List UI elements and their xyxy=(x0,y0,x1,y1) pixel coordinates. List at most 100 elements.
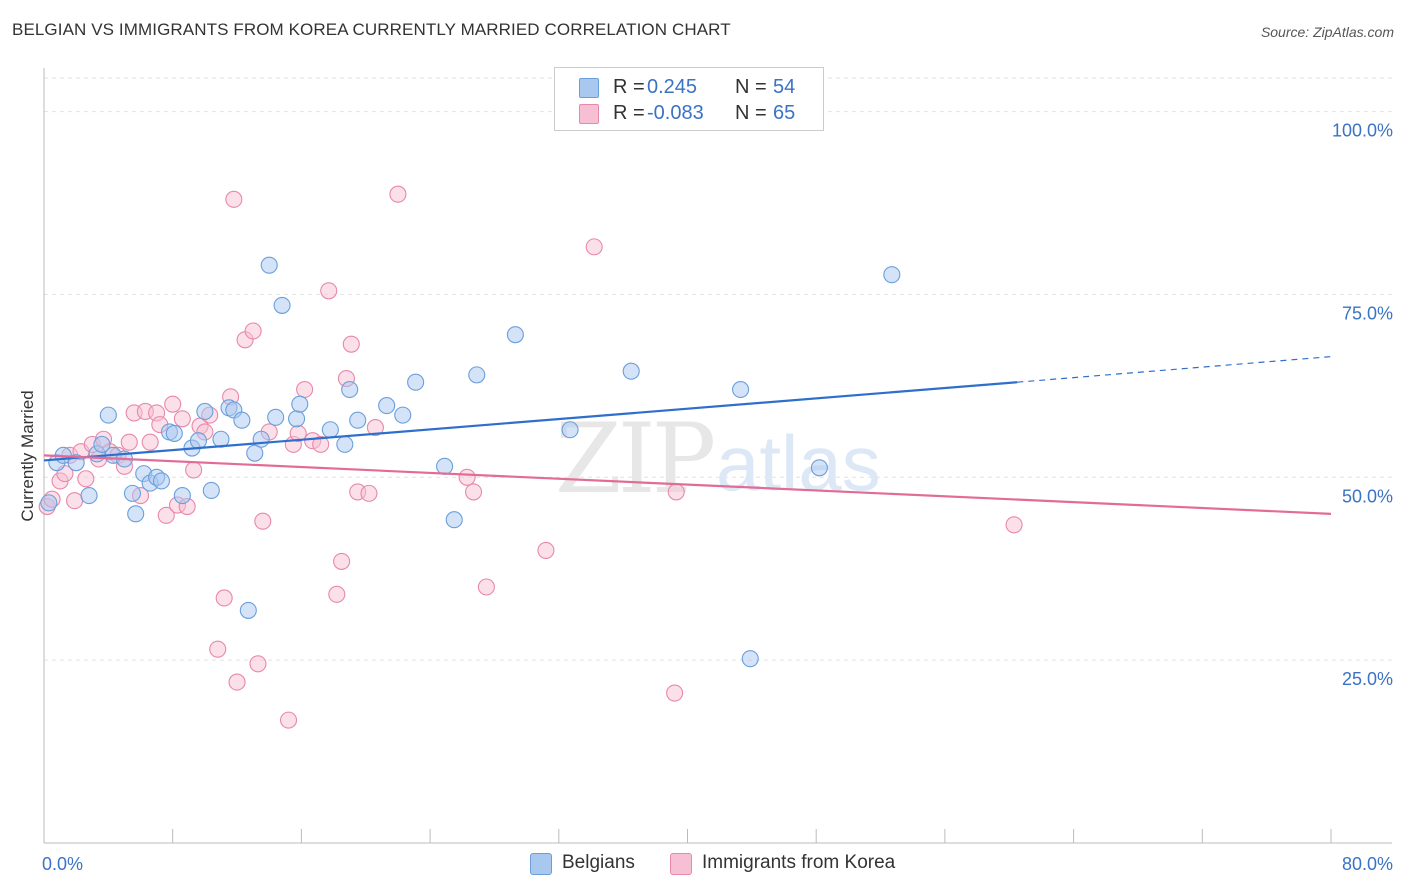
korea-point xyxy=(215,589,233,607)
trend-lines xyxy=(43,356,1332,515)
tick-labels: 25.0% 50.0% 75.0% 100.0% 0.0% 80.0% xyxy=(42,121,1393,874)
korea-point xyxy=(120,433,138,451)
korea-point xyxy=(477,578,495,596)
korea-point xyxy=(1005,516,1023,534)
korea-point xyxy=(185,461,203,479)
belgians-point xyxy=(341,380,359,399)
belgians-point xyxy=(80,487,98,505)
korea-point xyxy=(585,238,603,256)
belgians-point xyxy=(288,410,306,428)
belgians-point xyxy=(196,402,214,421)
korea-point xyxy=(312,435,330,453)
belgians-point xyxy=(273,296,291,314)
korea-point xyxy=(537,541,555,559)
r-value: 0.245 xyxy=(647,76,698,98)
belgians-point xyxy=(810,459,828,477)
korea-point xyxy=(173,410,191,428)
n-label: N = xyxy=(735,76,767,98)
belgians-point xyxy=(883,266,901,284)
belgians-trend-extension xyxy=(1017,356,1332,383)
belgians-point xyxy=(436,457,454,475)
belgians-point xyxy=(260,256,278,274)
r-value: -0.083 xyxy=(647,102,704,124)
belgians-point xyxy=(394,406,412,424)
chart-title: BELGIAN VS IMMIGRANTS FROM KOREA CURRENT… xyxy=(12,20,731,39)
belgians-point xyxy=(202,481,220,500)
legend-swatch-belgians xyxy=(530,853,552,875)
korea-point xyxy=(279,711,298,729)
legend-swatch-korea xyxy=(670,853,692,875)
korea-point xyxy=(77,470,95,488)
korea-point xyxy=(66,492,84,510)
belgians-point xyxy=(349,411,367,429)
belgians-point xyxy=(173,487,191,505)
korea-point xyxy=(360,484,378,502)
korea-point xyxy=(320,282,338,300)
korea-point xyxy=(389,185,407,203)
korea-point xyxy=(164,395,182,413)
korea-point xyxy=(333,552,351,570)
korea-point xyxy=(667,483,685,501)
korea-point xyxy=(249,655,267,673)
belgians-point xyxy=(321,421,339,439)
x-tick-label: 0.0% xyxy=(42,854,83,874)
watermark: ZIP atlas xyxy=(555,403,881,515)
legend-swatch-korea xyxy=(579,104,599,124)
korea-trend-line xyxy=(43,454,1332,515)
y-axis-label: Currently Married xyxy=(18,390,37,521)
legend-label-belgians: Belgians xyxy=(562,852,635,873)
belgians-point xyxy=(123,484,142,502)
belgians-point xyxy=(741,650,759,668)
belgians-point xyxy=(40,494,58,512)
belgians-point xyxy=(93,435,111,453)
r-label: R = xyxy=(613,102,645,124)
correlation-legend: R = 0.245 N = 54 R = -0.083 N = 65 xyxy=(554,67,824,131)
data-points xyxy=(38,185,1023,729)
belgians-point xyxy=(99,406,117,424)
belgians-point xyxy=(506,326,524,344)
belgians-point xyxy=(445,511,463,529)
korea-point xyxy=(464,483,483,501)
y-tick-label: 25.0% xyxy=(1342,669,1393,689)
chart-source: Source: ZipAtlas.com xyxy=(1260,24,1394,40)
legend-label-korea: Immigrants from Korea xyxy=(702,852,896,873)
belgians-trend-line xyxy=(43,381,1018,462)
n-value: 54 xyxy=(773,76,796,98)
korea-point xyxy=(209,640,227,658)
watermark-atlas: atlas xyxy=(716,419,881,507)
korea-point xyxy=(225,190,243,208)
belgians-point xyxy=(291,395,309,413)
korea-point xyxy=(244,322,262,340)
legend-swatch-belgians xyxy=(579,78,599,98)
n-value: 65 xyxy=(773,102,796,124)
y-tick-label: 75.0% xyxy=(1342,303,1393,323)
belgians-point xyxy=(267,408,285,426)
x-tick-label: 80.0% xyxy=(1342,854,1393,874)
korea-point xyxy=(157,506,175,524)
belgians-point xyxy=(239,601,257,619)
r-label: R = xyxy=(613,76,645,98)
y-tick-label: 100.0% xyxy=(1332,121,1393,141)
korea-point xyxy=(366,418,384,437)
grid-lines xyxy=(44,77,1392,661)
belgians-point xyxy=(152,472,170,490)
belgians-point xyxy=(561,421,579,439)
belgians-point xyxy=(252,430,270,448)
korea-point xyxy=(141,433,159,451)
belgians-point xyxy=(127,505,145,523)
korea-point xyxy=(458,468,476,486)
korea-point xyxy=(666,684,684,702)
belgians-point xyxy=(407,373,425,391)
watermark-zip: ZIP xyxy=(555,403,714,515)
belgians-point xyxy=(246,444,264,462)
belgians-point xyxy=(233,411,251,429)
korea-point xyxy=(254,512,272,530)
korea-point xyxy=(296,380,314,399)
belgians-point xyxy=(189,432,207,450)
korea-point xyxy=(342,335,360,353)
belgians-point xyxy=(732,380,750,399)
belgians-point xyxy=(468,366,486,384)
belgians-point xyxy=(336,435,354,453)
belgians-point xyxy=(378,397,396,415)
